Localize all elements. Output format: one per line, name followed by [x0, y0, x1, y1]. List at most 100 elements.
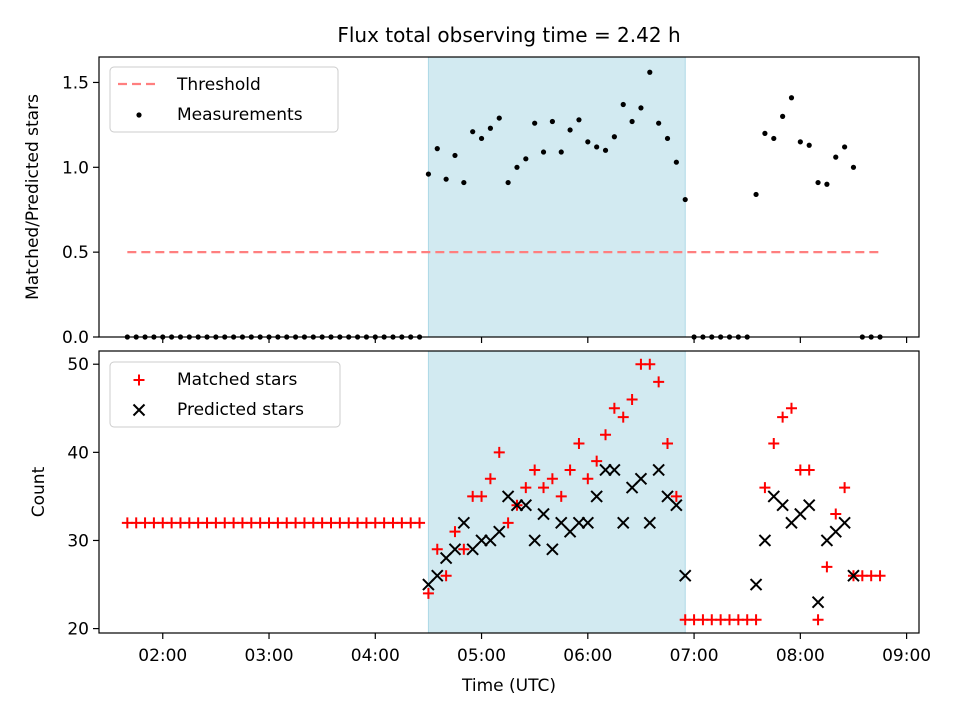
bottom-shaded-interval [427, 350, 686, 634]
bottom-y-axis-label: Count [29, 466, 49, 517]
matched-star-point [750, 614, 762, 626]
predicted-star-point [519, 499, 533, 512]
bottom-axes-frame [98, 350, 920, 634]
measurement-point [842, 144, 848, 150]
matched-star-point [573, 438, 585, 450]
matched-star-point [476, 490, 488, 502]
measurement-point [762, 130, 768, 136]
measurement-point [443, 176, 449, 182]
measurement-point [514, 164, 520, 170]
chart-title: Flux total observing time = 2.42 h [337, 23, 680, 47]
matched-star-point [812, 614, 824, 626]
matched-star-point [785, 402, 797, 414]
matched-star-point [777, 411, 789, 423]
measurement-point [425, 171, 432, 177]
measurement-point [664, 135, 671, 142]
measurement-point [576, 117, 582, 123]
predicted-star-point [679, 569, 692, 582]
measurement-point [496, 115, 502, 121]
x-axis-label: Time (UTC) [461, 676, 556, 696]
top-axes-frame [98, 56, 920, 338]
predicted-star-point [802, 499, 816, 512]
measurement-point [629, 118, 635, 125]
predicted-star-point [475, 534, 488, 547]
predicted-star-point [510, 499, 524, 512]
matched-star-point [821, 561, 833, 573]
measurement-point [567, 127, 573, 133]
measurement-point [806, 142, 812, 148]
legend-predicted-swatch [132, 403, 146, 417]
predicted-star-point [608, 463, 621, 477]
x-tick-label: 02:00 [138, 646, 187, 666]
measurement-point [638, 105, 644, 111]
top-y-axis: 0.0 0.5 1.0 1.5 [62, 73, 99, 348]
measurement-point [824, 181, 830, 187]
measurement-point [452, 152, 458, 159]
legend-measurements-swatch [136, 112, 142, 118]
x-tick-label: 03:00 [245, 646, 294, 666]
matched-star-point [431, 543, 443, 555]
predicted-star-point [537, 507, 550, 521]
measurement-point [656, 120, 662, 126]
matched-star-point [803, 464, 815, 476]
measurement-point [470, 129, 476, 135]
predicted-star-point [749, 578, 763, 591]
top-legend: Threshold Measurements [109, 66, 339, 133]
measurement-point [461, 179, 467, 186]
top-shaded-interval [427, 56, 686, 338]
top-x-axis-ticks [162, 337, 908, 343]
measurement-point [647, 69, 653, 75]
predicted-star-point [581, 516, 595, 530]
measurement-point [523, 156, 529, 162]
matched-star-point [564, 464, 576, 476]
matched-star-point [600, 429, 612, 441]
matched-star-point [768, 438, 780, 450]
matched-star-point [440, 570, 452, 582]
measurement-point [540, 149, 547, 155]
predicted-star-point [652, 463, 665, 477]
matched-star-point [458, 543, 470, 555]
measurement-point [611, 134, 617, 140]
predicted-star-point [758, 534, 772, 547]
measurement-points [124, 69, 883, 340]
predicted-star-point [528, 534, 541, 547]
y-tick-label: 50 [67, 355, 89, 375]
top-y-axis-label: Matched/Predicted stars [23, 94, 43, 300]
predicted-star-point [811, 595, 825, 609]
measurement-point [797, 139, 803, 145]
y-tick-label: 0.5 [62, 243, 89, 263]
y-tick-label: 0.0 [62, 328, 89, 348]
predicted-star-point [617, 516, 630, 530]
bottom-x-axis: 02:00 03:00 04:00 05:00 06:00 07:00 08:00 09:00 [138, 633, 931, 666]
matched-star-point [608, 402, 620, 414]
matched-star-point [626, 393, 638, 405]
predicted-stars-points [422, 463, 860, 609]
y-tick-label: 40 [67, 443, 89, 463]
measurement-point [532, 120, 538, 126]
bottom-legend: Matched stars Predicted stars [109, 361, 341, 428]
x-tick-label: 09:00 [882, 646, 931, 666]
predicted-star-point [670, 499, 683, 512]
legend-matched-swatch [133, 374, 145, 386]
matched-star-point [662, 438, 674, 450]
measurement-point [585, 139, 591, 145]
predicted-star-point [493, 525, 506, 538]
measurement-point [505, 179, 511, 186]
matched-star-point [546, 473, 558, 485]
predicted-star-point [643, 516, 657, 530]
measurement-point [833, 154, 839, 160]
measurement-point [487, 125, 494, 131]
matched-star-point [449, 526, 461, 538]
legend-predicted-label: Predicted stars [177, 400, 304, 420]
y-tick-label: 20 [67, 620, 89, 640]
matched-star-point [591, 455, 603, 467]
matched-star-point [493, 446, 505, 458]
predicted-star-point [572, 516, 586, 530]
predicted-star-point [590, 490, 603, 503]
predicted-star-point [431, 569, 444, 582]
matched-star-point [520, 482, 532, 494]
predicted-star-point [448, 543, 462, 556]
matched-star-point [555, 490, 567, 502]
